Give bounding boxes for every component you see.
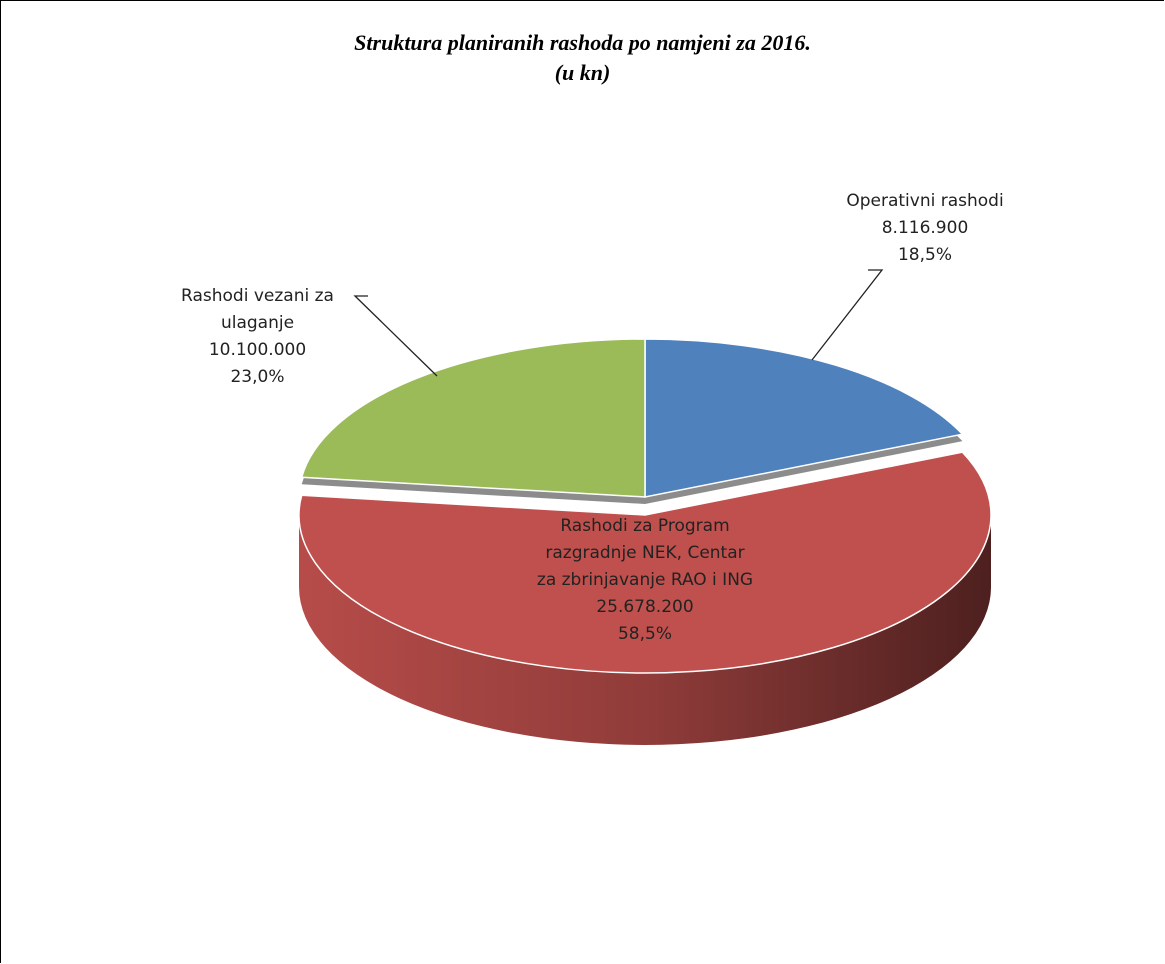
slice: [298, 451, 992, 674]
slice-side-shade: [299, 515, 991, 745]
slice-label: Rashodi vezani za ulaganje 10.100.000 23…: [150, 283, 365, 391]
chart-subtitle: (u kn): [554, 60, 611, 85]
percent-label: 23,0%: [230, 367, 285, 387]
slice-label: Rashodi za Program razgradnje NEK, Centa…: [535, 513, 755, 648]
slice: [644, 338, 964, 498]
leader-line: [811, 269, 884, 361]
pie: [298, 338, 992, 745]
value-label: 10.100.000: [208, 340, 307, 360]
chart-title: Struktura planiranih rashoda po namjeni …: [354, 30, 811, 55]
percent-label: 18,5%: [897, 245, 952, 265]
leader-line: [353, 295, 438, 377]
category-label: Rashodi vezani za ulaganje: [181, 286, 334, 333]
value-label: 8.116.900: [881, 218, 969, 238]
slice-label: Operativni rashodi 8.116.900 18,5%: [800, 188, 1050, 269]
category-label: Rashodi za Program razgradnje NEK, Centa…: [536, 516, 754, 590]
percent-label: 58,5%: [617, 624, 672, 644]
category-label: Operativni rashodi: [846, 191, 1004, 211]
slice: [300, 338, 646, 498]
value-label: 25.678.200: [596, 597, 694, 617]
